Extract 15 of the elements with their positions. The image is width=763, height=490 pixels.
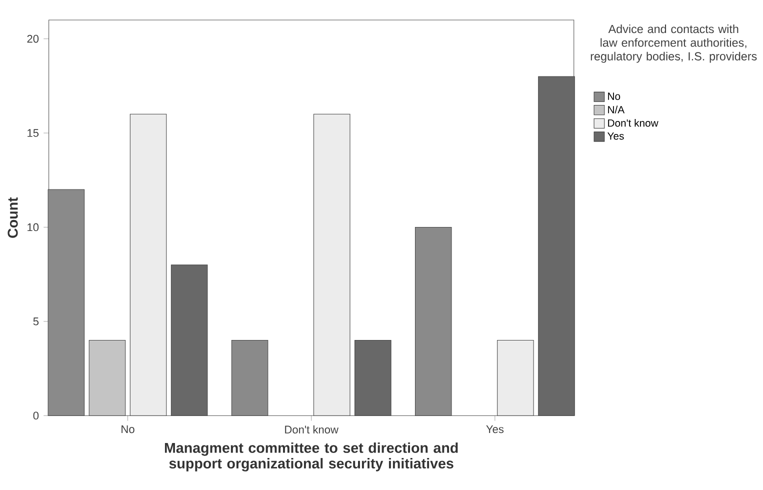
y-tick-label: 10 <box>28 224 39 232</box>
legend-label: Don't know <box>608 119 658 127</box>
y-tick-label: 15 <box>28 129 39 138</box>
legend-label: No <box>608 92 620 100</box>
x-tick-label: Yes <box>486 426 504 434</box>
y-axis-title: Count <box>8 198 18 238</box>
x-tick-label: No <box>122 426 134 434</box>
x-tick-label: Don't know <box>285 426 339 434</box>
legend-label: N/A <box>608 106 625 114</box>
legend-title: Advice and contacts with law enforcement authorities, regulatory bodies, I.S. providers <box>590 24 757 63</box>
y-tick-label: 0 <box>33 412 39 420</box>
y-tick-label: 5 <box>33 318 39 326</box>
y-tick-label: 20 <box>27 35 39 43</box>
legend-label: Yes <box>607 132 624 140</box>
x-axis-title: Managment committee to set direction and support organizational security initiatives <box>164 442 458 472</box>
